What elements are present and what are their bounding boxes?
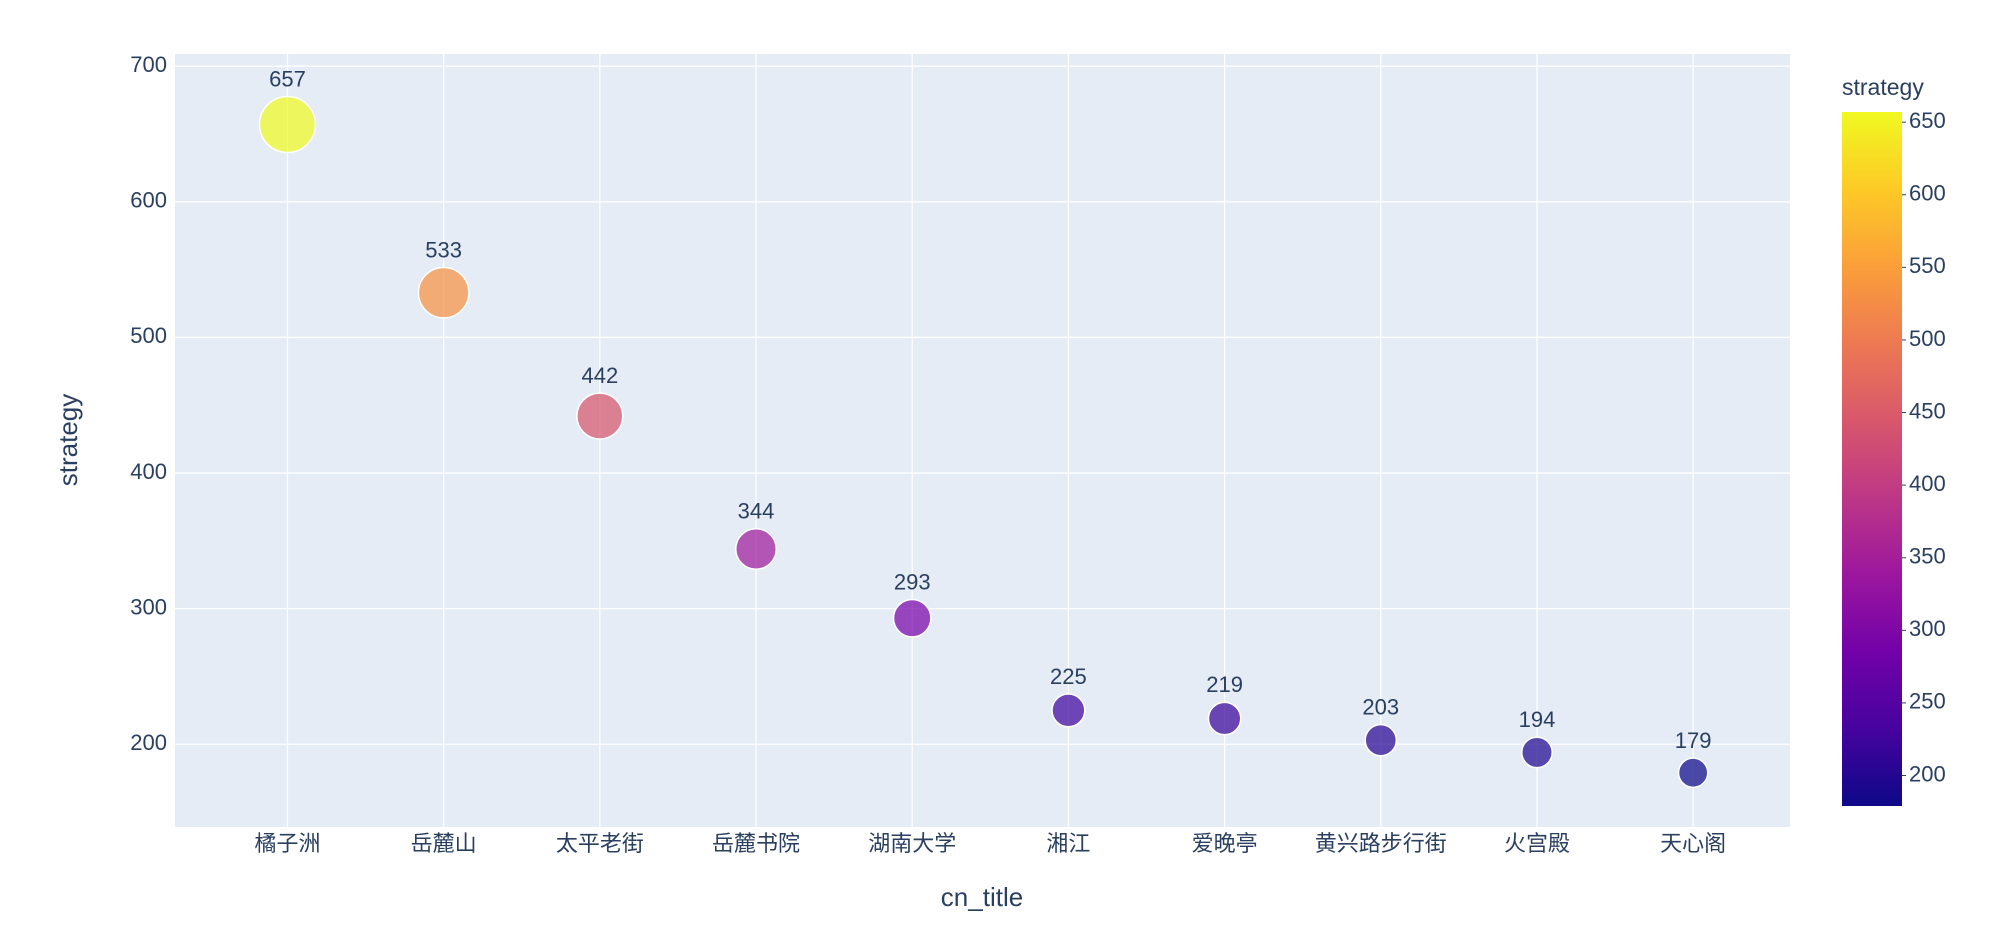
bubble — [735, 527, 778, 571]
bubble — [1207, 701, 1242, 736]
colorbar-tick-label: 450 — [1909, 398, 1946, 423]
bubble — [1364, 723, 1398, 757]
x-axis-title: cn_title — [941, 882, 1023, 912]
colorbar-tick-label: 400 — [1909, 471, 1946, 496]
data-label: 179 — [1675, 728, 1712, 753]
x-tick-label: 岳麓山 — [411, 831, 477, 856]
x-tick-label: 橘子洲 — [254, 831, 320, 856]
y-axis-title: strategy — [53, 394, 83, 487]
data-label: 344 — [738, 499, 775, 524]
x-tick-label: 岳麓书院 — [712, 831, 800, 856]
data-label: 219 — [1206, 672, 1243, 697]
x-tick-label: 太平老街 — [556, 831, 644, 856]
colorbar-title: strategy — [1842, 74, 1924, 100]
data-label: 533 — [425, 237, 462, 262]
x-tick-label: 湖南大学 — [868, 831, 956, 856]
x-tick-label: 火宫殿 — [1504, 831, 1570, 856]
colorbar-tick-label: 650 — [1909, 108, 1946, 133]
colorbar-tick-label: 500 — [1909, 326, 1946, 351]
x-tick-label: 天心阁 — [1660, 831, 1726, 856]
data-label: 657 — [269, 66, 306, 91]
y-tick-label: 500 — [130, 323, 167, 348]
y-tick-label: 400 — [130, 459, 167, 484]
x-tick-label: 黄兴路步行街 — [1315, 831, 1447, 856]
colorbar-tick-label: 350 — [1909, 544, 1946, 569]
bubble — [417, 266, 470, 319]
colorbar-tick-label: 200 — [1909, 761, 1946, 786]
colorbar-tick-label: 300 — [1909, 616, 1946, 641]
data-label: 194 — [1519, 707, 1556, 732]
y-tick-label: 600 — [130, 188, 167, 213]
y-tick-label: 300 — [130, 594, 167, 619]
colorbar-tick-label: 600 — [1909, 181, 1946, 206]
bubble — [1521, 736, 1553, 769]
bubble — [258, 95, 317, 154]
bubble — [576, 392, 624, 440]
y-tick-label: 200 — [130, 730, 167, 755]
colorbar-tick-label: 250 — [1909, 689, 1946, 714]
x-tick-label: 湘江 — [1046, 831, 1090, 856]
data-label: 293 — [894, 569, 931, 594]
y-tick-label: 700 — [130, 52, 167, 77]
data-label: 225 — [1050, 664, 1087, 689]
bubble — [892, 598, 932, 638]
bubble — [1677, 757, 1709, 789]
colorbar — [1842, 112, 1902, 806]
data-label: 203 — [1362, 694, 1399, 719]
x-tick-label: 爱晚亭 — [1192, 831, 1258, 856]
data-label: 442 — [581, 363, 618, 388]
colorbar-tick-label: 550 — [1909, 253, 1946, 278]
bubble — [1051, 693, 1086, 728]
